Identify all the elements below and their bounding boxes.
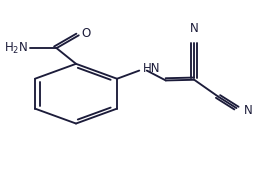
- Text: N: N: [190, 22, 198, 35]
- Text: HN: HN: [143, 62, 160, 75]
- Text: N: N: [244, 104, 252, 117]
- Text: H$_2$N: H$_2$N: [4, 41, 28, 56]
- Text: O: O: [82, 28, 91, 40]
